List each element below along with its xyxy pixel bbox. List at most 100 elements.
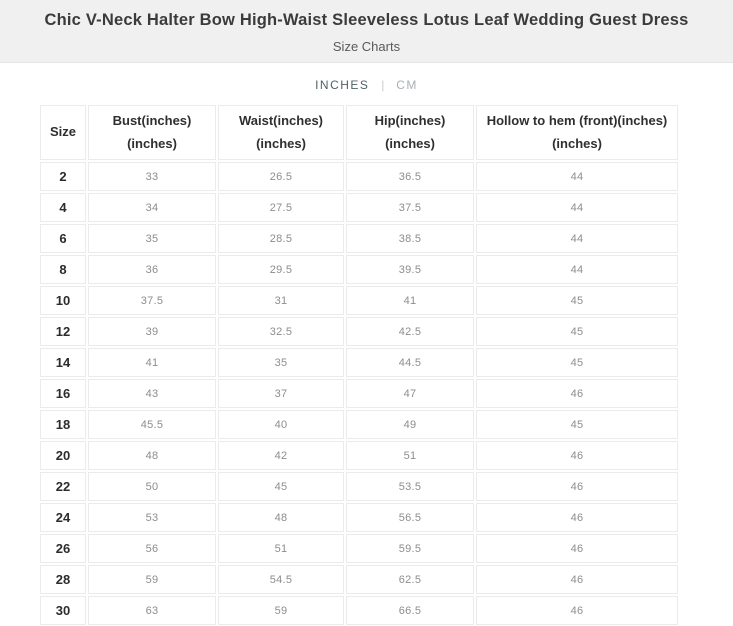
size-cell: 22 [40, 472, 86, 501]
measurement-cell: 59.5 [346, 534, 474, 563]
measurement-cell: 45.5 [88, 410, 216, 439]
measurement-cell: 41 [88, 348, 216, 377]
measurement-cell: 36 [88, 255, 216, 284]
size-cell: 8 [40, 255, 86, 284]
size-cell: 2 [40, 162, 86, 191]
page-title: Chic V-Neck Halter Bow High-Waist Sleeve… [44, 11, 689, 29]
measurement-cell: 42.5 [346, 317, 474, 346]
column-header-size: Size [40, 105, 86, 160]
size-cell: 28 [40, 565, 86, 594]
measurement-cell: 46 [476, 379, 678, 408]
measurement-cell: 46 [476, 472, 678, 501]
measurement-cell: 66.5 [346, 596, 474, 625]
measurement-cell: 44.5 [346, 348, 474, 377]
measurement-cell: 37.5 [88, 286, 216, 315]
measurement-cell: 38.5 [346, 224, 474, 253]
measurement-cell: 45 [476, 286, 678, 315]
measurement-cell: 44 [476, 193, 678, 222]
measurement-cell: 46 [476, 565, 678, 594]
measurement-cell: 29.5 [218, 255, 344, 284]
size-chart-table: Size Bust(inches) (inches) Waist(inches) (in… [38, 103, 680, 626]
measurement-cell: 53 [88, 503, 216, 532]
measurement-cell: 41 [346, 286, 474, 315]
column-header-3: Hip(inches) (inches) [346, 105, 474, 160]
size-row-12: 12 39 32.5 42.5 45 [40, 317, 678, 346]
size-cell: 4 [40, 193, 86, 222]
measurement-cell: 49 [346, 410, 474, 439]
measurement-cell: 34 [88, 193, 216, 222]
measurement-cell: 56 [88, 534, 216, 563]
measurement-cell: 48 [88, 441, 216, 470]
size-row-16: 16 43 37 47 46 [40, 379, 678, 408]
size-cell: 16 [40, 379, 86, 408]
measurement-cell: 31 [218, 286, 344, 315]
size-chart-container: Size Bust(inches) (inches) Waist(inches) (in… [0, 103, 733, 626]
column-header-2: Waist(inches) (inches) [218, 105, 344, 160]
measurement-cell: 51 [346, 441, 474, 470]
measurement-cell: 36.5 [346, 162, 474, 191]
measurement-cell: 46 [476, 534, 678, 563]
measurement-cell: 45 [476, 410, 678, 439]
measurement-cell: 45 [476, 348, 678, 377]
measurement-cell: 46 [476, 503, 678, 532]
measurement-cell: 59 [218, 596, 344, 625]
measurement-cell: 42 [218, 441, 344, 470]
measurement-cell: 39 [88, 317, 216, 346]
measurement-cell: 45 [476, 317, 678, 346]
size-row-14: 14 41 35 44.5 45 [40, 348, 678, 377]
measurement-cell: 35 [218, 348, 344, 377]
measurement-cell: 44 [476, 162, 678, 191]
measurement-cell: 48 [218, 503, 344, 532]
measurement-cell: 39.5 [346, 255, 474, 284]
size-row-2: 2 33 26.5 36.5 44 [40, 162, 678, 191]
measurement-cell: 43 [88, 379, 216, 408]
size-row-8: 8 36 29.5 39.5 44 [40, 255, 678, 284]
measurement-cell: 35 [88, 224, 216, 253]
measurement-cell: 47 [346, 379, 474, 408]
size-cell: 24 [40, 503, 86, 532]
measurement-cell: 56.5 [346, 503, 474, 532]
size-row-4: 4 34 27.5 37.5 44 [40, 193, 678, 222]
size-row-28: 28 59 54.5 62.5 46 [40, 565, 678, 594]
measurement-cell: 51 [218, 534, 344, 563]
measurement-cell: 27.5 [218, 193, 344, 222]
measurement-cell: 63 [88, 596, 216, 625]
measurement-cell: 46 [476, 441, 678, 470]
size-cell: 20 [40, 441, 86, 470]
unit-toggle-inches[interactable]: INCHES [315, 78, 370, 92]
size-row-24: 24 53 48 56.5 46 [40, 503, 678, 532]
size-cell: 10 [40, 286, 86, 315]
size-cell: 18 [40, 410, 86, 439]
measurement-cell: 26.5 [218, 162, 344, 191]
measurement-cell: 53.5 [346, 472, 474, 501]
size-cell: 6 [40, 224, 86, 253]
size-row-18: 18 45.5 40 49 45 [40, 410, 678, 439]
size-chart-body: 2 33 26.5 36.5 44 4 34 27.5 37.5 44 6 35 28.5 38.5 44 8… [40, 162, 678, 625]
size-cell: 26 [40, 534, 86, 563]
size-row-20: 20 48 42 51 46 [40, 441, 678, 470]
size-row-6: 6 35 28.5 38.5 44 [40, 224, 678, 253]
measurement-cell: 37 [218, 379, 344, 408]
page-subtitle: Size Charts [332, 39, 401, 54]
product-header: Chic V-Neck Halter Bow High-Waist Sleeve… [0, 0, 733, 63]
column-header-4: Hollow to hem (front)(inches) (inches) [476, 105, 678, 160]
measurement-cell: 28.5 [218, 224, 344, 253]
measurement-cell: 45 [218, 472, 344, 501]
size-row-10: 10 37.5 31 41 45 [40, 286, 678, 315]
size-chart-header-row: Size Bust(inches) (inches) Waist(inches) (in… [40, 105, 678, 160]
unit-toggle-cm[interactable]: CM [396, 78, 418, 92]
measurement-cell: 50 [88, 472, 216, 501]
measurement-cell: 37.5 [346, 193, 474, 222]
measurement-cell: 54.5 [218, 565, 344, 594]
measurement-cell: 33 [88, 162, 216, 191]
size-cell: 14 [40, 348, 86, 377]
size-cell: 30 [40, 596, 86, 625]
size-cell: 12 [40, 317, 86, 346]
unit-toggle: INCHES | CM [0, 78, 733, 92]
measurement-cell: 40 [218, 410, 344, 439]
measurement-cell: 32.5 [218, 317, 344, 346]
column-header-1: Bust(inches) (inches) [88, 105, 216, 160]
size-row-30: 30 63 59 66.5 46 [40, 596, 678, 625]
measurement-cell: 44 [476, 224, 678, 253]
measurement-cell: 59 [88, 565, 216, 594]
